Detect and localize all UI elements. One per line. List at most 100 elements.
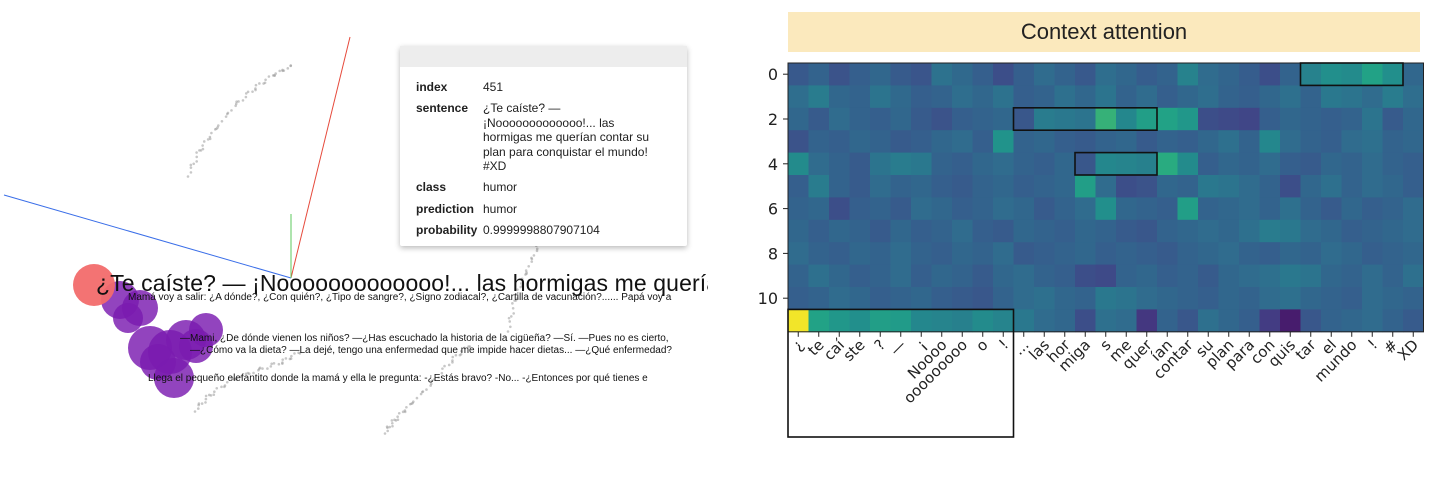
heatmap-cell xyxy=(1054,152,1076,176)
heatmap-cell xyxy=(849,85,871,109)
heatmap-cell xyxy=(1177,175,1199,198)
heatmap-cell xyxy=(1218,63,1240,86)
heatmap-cell xyxy=(931,85,953,109)
heatmap-cell xyxy=(1403,219,1424,243)
heatmap-cell xyxy=(1321,63,1342,86)
heatmap-cell xyxy=(972,287,994,310)
heatmap-cell xyxy=(1362,287,1383,310)
heatmap-cell xyxy=(1218,175,1240,198)
heatmap-cell xyxy=(911,242,932,265)
neighbor-point[interactable] xyxy=(154,358,194,398)
heatmap-cell xyxy=(1321,287,1342,310)
heatmap-cell xyxy=(829,85,850,109)
neighbor-label: —Mami, ¿De dónde vienen los niños? —¿Has… xyxy=(180,333,669,344)
neighbor-point[interactable] xyxy=(113,303,143,333)
heatmap-cell xyxy=(1218,242,1240,265)
heatmap-cell xyxy=(1013,152,1035,176)
heatmap-cell xyxy=(1300,197,1322,221)
heatmap-cell xyxy=(890,85,912,109)
heatmap-cell xyxy=(1157,85,1178,109)
neighbor-point[interactable] xyxy=(179,329,213,363)
heatmap-cell xyxy=(1034,242,1055,265)
chart-title: Context attention xyxy=(788,12,1420,52)
heatmap-cell xyxy=(1239,309,1260,333)
info-value: humor xyxy=(483,201,518,216)
heatmap-cell xyxy=(993,219,1014,243)
heatmap-cell xyxy=(870,152,891,176)
heatmap-cell xyxy=(849,219,871,243)
heatmap-cell xyxy=(993,63,1014,86)
heatmap-cell xyxy=(870,264,891,288)
heatmap-cell xyxy=(1075,175,1096,198)
heatmap-cell xyxy=(788,63,809,86)
heatmap-cell xyxy=(1300,107,1322,131)
heatmap-cell xyxy=(1054,219,1076,243)
info-key: probability xyxy=(416,223,478,238)
heatmap-cell xyxy=(1403,85,1424,109)
projection-canvas[interactable] xyxy=(0,0,720,440)
heatmap-cell xyxy=(1075,264,1096,288)
embedding-projector[interactable]: ¿Te caíste? — ¡Nooooooooooooo!... las ho… xyxy=(0,0,720,440)
heatmap-cell xyxy=(911,152,932,176)
heatmap-cell xyxy=(1300,152,1322,176)
heatmap-cell xyxy=(1054,309,1076,333)
heatmap-cell xyxy=(911,130,932,153)
heatmap-cell xyxy=(952,85,973,109)
heatmap-cell xyxy=(1382,85,1404,109)
heatmap-cell xyxy=(1239,63,1260,86)
heatmap-cell xyxy=(1013,63,1035,86)
heatmap-cell xyxy=(1095,63,1117,86)
heatmap-cell xyxy=(952,107,973,131)
heatmap-cell xyxy=(1157,152,1178,176)
heatmap-cell xyxy=(1198,63,1219,86)
heatmap-cell xyxy=(1013,309,1035,333)
heatmap-cell xyxy=(829,197,850,221)
selected-point[interactable] xyxy=(73,264,115,306)
heatmap-cell xyxy=(1116,219,1137,243)
heatmap-cell xyxy=(1198,242,1219,265)
heatmap-cell xyxy=(1259,242,1281,265)
heatmap-cell xyxy=(1198,264,1219,288)
heatmap-cell xyxy=(952,242,973,265)
heatmap-cell xyxy=(1341,197,1363,221)
heatmap-cell xyxy=(1280,309,1301,333)
heatmap-cell xyxy=(808,63,830,86)
heatmap-cell xyxy=(1341,130,1363,153)
x-tick-label: XD xyxy=(1394,336,1422,364)
x-tick-label: tar xyxy=(1292,335,1320,363)
heatmap-cell xyxy=(1054,175,1076,198)
heatmap-cell xyxy=(890,219,912,243)
heatmap-cell xyxy=(870,309,891,333)
heatmap-cell xyxy=(788,242,809,265)
heatmap-cell xyxy=(1341,152,1363,176)
heatmap-cell xyxy=(972,219,994,243)
heatmap-cell xyxy=(1177,63,1199,86)
heatmap-cell xyxy=(1321,152,1342,176)
context-attention-panel: Context attention 0 2 4 6 8 10 ¿ te caí ste? — ¡ Noo… xyxy=(740,0,1442,488)
heatmap-cell xyxy=(1157,197,1178,221)
heatmap-cell xyxy=(890,264,912,288)
info-value: ¿Te caíste? — ¡Nooooooooooooo!... las ho… xyxy=(483,101,650,173)
heatmap-cell xyxy=(993,309,1014,333)
heatmap-cell xyxy=(1239,85,1260,109)
heatmap-cell xyxy=(1034,63,1055,86)
heatmap-cell xyxy=(1198,175,1219,198)
heatmap-cell xyxy=(1095,85,1117,109)
heatmap-cell xyxy=(1403,107,1424,131)
selected-point-label: ¿Te caíste? — ¡Nooooooooooooo!... las ho… xyxy=(96,270,708,296)
heatmap-cell xyxy=(1218,309,1240,333)
heatmap-cell xyxy=(1116,85,1137,109)
heatmap-cell xyxy=(1116,152,1137,176)
neighbor-points[interactable] xyxy=(101,281,223,398)
heatmap-cell xyxy=(1300,242,1322,265)
heatmap-cell xyxy=(1054,85,1076,109)
heatmap-cell xyxy=(1116,309,1137,333)
heatmap-cell xyxy=(829,264,850,288)
heatmap-cell xyxy=(808,219,830,243)
heatmap-cell xyxy=(1259,107,1281,131)
heatmap-cell xyxy=(1321,107,1342,131)
heatmap-cell xyxy=(1157,309,1178,333)
heatmap-cell xyxy=(1403,63,1424,86)
heatmap-cell xyxy=(1403,287,1424,310)
heatmap-cell xyxy=(788,85,809,109)
